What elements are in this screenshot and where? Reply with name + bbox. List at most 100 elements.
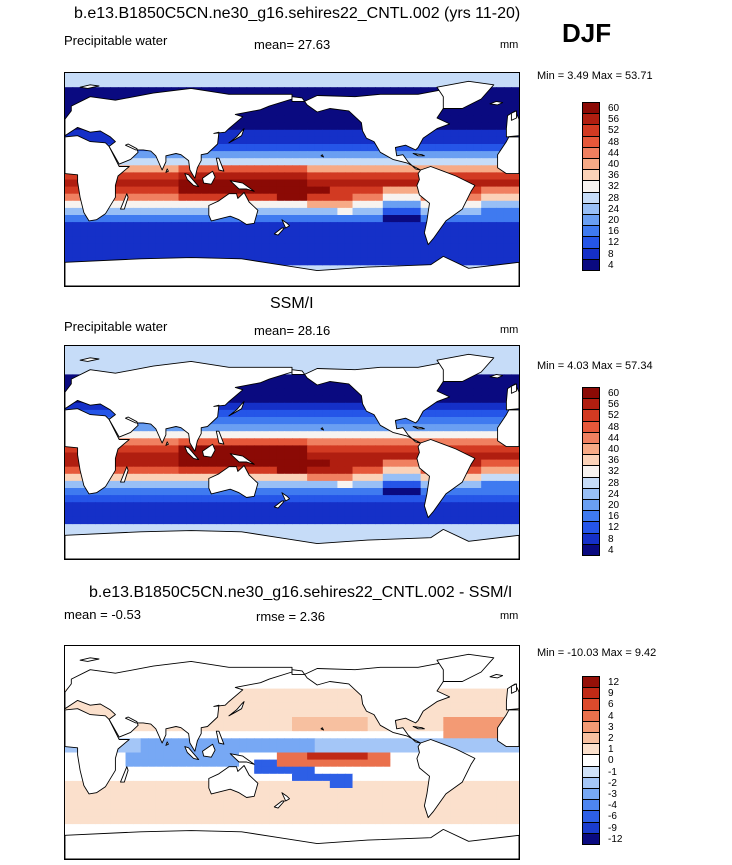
field-cell bbox=[367, 809, 376, 817]
field-cell bbox=[261, 165, 270, 173]
field-cell bbox=[405, 417, 414, 425]
field-cell bbox=[231, 402, 240, 411]
field-cell bbox=[382, 445, 391, 454]
field-cell bbox=[186, 802, 195, 810]
field-cell bbox=[95, 136, 104, 145]
field-cell bbox=[193, 459, 202, 468]
field-cell bbox=[201, 158, 210, 166]
field-cell bbox=[239, 802, 248, 810]
field-cell bbox=[307, 431, 316, 439]
field-cell bbox=[223, 759, 233, 768]
field-cell bbox=[496, 395, 505, 404]
field-cell bbox=[473, 229, 482, 237]
field-cell bbox=[488, 215, 497, 223]
field-cell bbox=[443, 229, 452, 237]
field-cell bbox=[170, 250, 180, 259]
field-cell bbox=[155, 759, 164, 768]
field-cell bbox=[80, 129, 89, 138]
field-cell bbox=[170, 738, 180, 746]
field-cell bbox=[314, 731, 323, 739]
field-cell bbox=[117, 780, 127, 789]
field-cell bbox=[322, 516, 331, 525]
field-cell bbox=[329, 243, 338, 252]
field-cell bbox=[292, 731, 301, 739]
field-cell bbox=[170, 495, 180, 503]
field-cell bbox=[246, 745, 255, 754]
field-cell bbox=[314, 688, 323, 697]
field-cell bbox=[276, 466, 286, 475]
field-cell bbox=[178, 495, 187, 503]
field-cell bbox=[473, 395, 482, 404]
field-cell bbox=[95, 215, 104, 223]
field-cell bbox=[473, 172, 482, 181]
field-cell bbox=[496, 193, 505, 202]
field-cell bbox=[208, 158, 217, 166]
field-cell bbox=[420, 480, 429, 489]
field-cell bbox=[488, 724, 497, 732]
field-cell bbox=[254, 688, 263, 697]
field-cell bbox=[201, 424, 210, 432]
field-cell bbox=[352, 809, 361, 817]
field-cell bbox=[65, 374, 74, 383]
field-cell bbox=[367, 516, 376, 525]
field-cell bbox=[246, 702, 255, 711]
field-cell bbox=[307, 438, 316, 446]
field-cell bbox=[269, 200, 278, 209]
field-cell bbox=[125, 766, 134, 775]
field-cell bbox=[329, 717, 338, 725]
field-cell bbox=[307, 516, 316, 525]
field-cell bbox=[344, 108, 354, 117]
field-cell bbox=[216, 809, 225, 817]
field-cell bbox=[473, 488, 482, 496]
field-cell bbox=[360, 431, 369, 439]
field-cell bbox=[307, 688, 316, 697]
field-cell bbox=[314, 752, 323, 761]
field-cell bbox=[254, 717, 263, 725]
panel-title-obs: SSM/I bbox=[270, 295, 314, 312]
field-cell bbox=[450, 795, 460, 803]
field-cell bbox=[503, 374, 513, 383]
field-cell bbox=[511, 795, 519, 803]
field-cell bbox=[481, 766, 490, 775]
field-cell bbox=[466, 702, 475, 711]
field-cell bbox=[405, 207, 414, 216]
field-cell bbox=[216, 250, 225, 259]
field-cell bbox=[208, 452, 217, 461]
field-cell bbox=[473, 695, 482, 704]
field-cell bbox=[223, 445, 233, 454]
field-cell bbox=[466, 502, 475, 510]
field-cell bbox=[481, 480, 490, 489]
field-cell bbox=[307, 207, 316, 216]
field-cell bbox=[466, 129, 475, 138]
field-cell bbox=[360, 438, 369, 446]
land-new-zealand-south bbox=[273, 227, 285, 236]
field-cell bbox=[246, 795, 255, 803]
field-cell bbox=[201, 480, 210, 489]
field-cell bbox=[337, 466, 346, 475]
field-cell bbox=[299, 502, 308, 510]
field-cell bbox=[276, 795, 286, 803]
field-cell bbox=[405, 229, 414, 237]
field-cell bbox=[481, 172, 490, 181]
field-cell bbox=[117, 215, 127, 223]
land-australia bbox=[208, 192, 259, 225]
colorbar-tick-label: 56 bbox=[608, 114, 620, 126]
field-cell bbox=[329, 759, 338, 768]
field-cell bbox=[246, 809, 255, 817]
field-cell bbox=[375, 445, 384, 454]
field-cell bbox=[148, 207, 157, 216]
field-cell bbox=[511, 480, 519, 489]
field-cell bbox=[65, 752, 74, 761]
field-cell bbox=[110, 94, 119, 102]
field-cell bbox=[496, 752, 505, 761]
field-cell bbox=[231, 816, 240, 825]
field-cell bbox=[170, 788, 180, 796]
field-cell bbox=[481, 129, 490, 138]
field-cell bbox=[254, 236, 263, 244]
field-cell bbox=[125, 773, 134, 782]
field-cell bbox=[231, 129, 240, 138]
field-cell bbox=[307, 257, 316, 266]
field-cell bbox=[450, 431, 460, 439]
field-cell bbox=[322, 402, 331, 411]
field-cell bbox=[344, 459, 354, 468]
